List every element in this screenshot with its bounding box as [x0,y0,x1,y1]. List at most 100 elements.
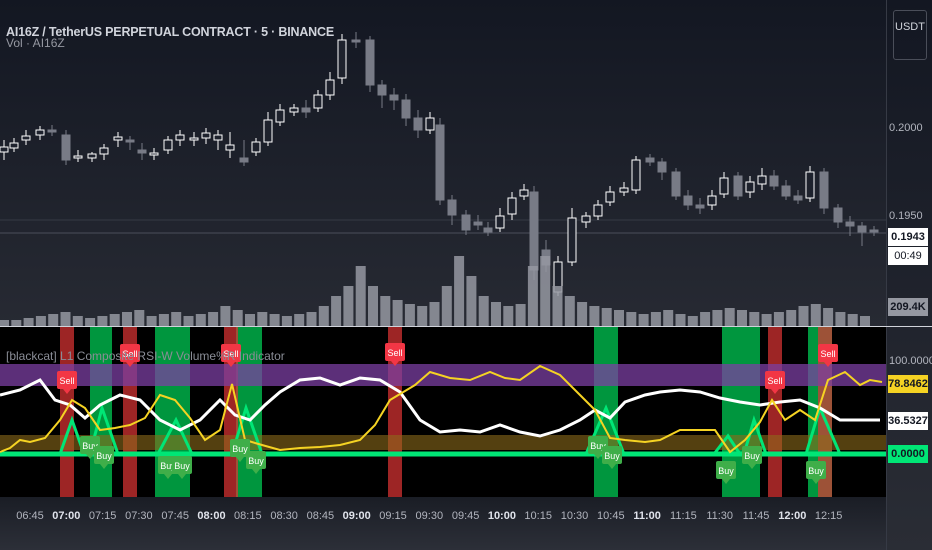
volume-bar [527,266,538,326]
volume-bar [368,286,378,326]
volume-bar [454,256,465,326]
volume-bar [35,316,46,326]
volume-bar [146,316,157,326]
volume-bar [220,306,231,326]
candle-body [495,215,505,229]
indicator-legend[interactable]: [blackcat] L1 Composite RSI-W Volume%R I… [6,349,285,363]
time-tick: 07:45 [161,510,189,522]
volume-bar [564,296,575,326]
time-axis[interactable] [0,497,886,550]
candle-body [461,214,471,231]
candle-body [869,229,879,233]
volume-bar [11,320,22,326]
time-tick: 10:30 [560,510,589,522]
candle-body [657,161,667,173]
buy-signal-tag [602,446,622,464]
volume-bar [392,300,403,326]
volume-bar [773,312,784,326]
candle-body [47,129,57,133]
buy-signal-label: Buy [96,451,112,461]
volume-bar [72,316,83,326]
volume-bar [257,312,268,326]
candle-body [73,155,83,159]
sell-signal-tag [120,344,140,362]
candle-body [819,171,829,209]
candle-body [707,195,717,206]
green-spike [742,415,768,455]
candle-body [289,107,299,113]
candle-body [695,204,705,209]
volume-bar [466,276,477,326]
volume-bar [540,256,551,326]
candle-body [671,171,681,197]
volume-bar [663,310,674,326]
candle-body [377,84,387,96]
green-spike [230,403,264,455]
time-tick: 12:00 [778,510,807,522]
volume-bar [835,312,846,326]
candle-body [189,137,199,141]
volume-bar [724,308,735,326]
volume-bar [171,312,182,326]
green-spike [156,416,194,455]
sell-signal-tag [765,371,785,389]
volume-bar [675,314,686,326]
candle-body [337,39,347,79]
volume-bar [810,304,821,326]
volume-bar [823,308,834,326]
volume-bar [60,312,71,326]
buy-signal-pointer [748,464,756,469]
symbol-title[interactable]: AI16Z / TetherUS PERPETUAL CONTRACT · 5 … [6,25,334,39]
volume-bar [208,312,219,326]
volume-bar [491,302,501,326]
volume-bar [294,314,305,326]
candle-body [769,175,779,187]
buy-signal-pointer [594,454,602,459]
price-level-0-1950: 0.1950 [889,210,923,222]
volume-bar [601,308,612,326]
sell-signal-label: Sell [223,349,238,359]
yellow-indicator-line [0,364,883,454]
time-tick: 09:30 [415,510,444,522]
buy-signal-tag [246,451,266,469]
volume-legend[interactable]: Vol · AI16Z [6,36,65,50]
pane-divider[interactable] [0,326,932,327]
candle-body [631,159,641,191]
time-tick: 08:30 [270,510,298,522]
buy-signal-label: Buy [82,441,98,451]
candle-body [857,225,867,233]
volume-bar [761,314,772,326]
buy-signal-label: Buy [590,441,606,451]
buy-signal-tag [742,446,762,464]
price-level-0-2000: 0.2000 [889,122,923,134]
buy-signal-pointer [252,469,260,474]
volume-bar [195,314,206,326]
candle-body [225,144,235,151]
buy-signal-label: Buy [604,451,620,461]
indicator-level-100: 100.0000 [889,355,932,367]
volume-bar [306,312,317,326]
candle-body [213,134,223,141]
volume-bar [638,314,649,326]
volume-bar [700,312,711,326]
volume-bar [589,306,600,326]
buy-signal-label: Buy [232,444,248,454]
candle-body [61,134,71,161]
sell-signal-tag [385,343,405,361]
currency-button[interactable]: USDT [893,10,927,60]
sell-signal-pointer [391,361,399,366]
volume-bar [404,304,415,326]
volume-bar [441,286,452,326]
time-tick: 10:45 [597,510,625,522]
candle-body [35,129,45,136]
volume-bar [85,318,96,326]
candle-body [529,191,539,271]
time-tick: 09:15 [379,510,407,522]
buy-signal-label: Buy [808,466,824,476]
buy-signal-pointer [608,464,616,469]
volume-bar [687,316,698,326]
volume-bar [122,312,132,326]
candle-body [805,171,815,199]
candle-body [745,181,755,193]
